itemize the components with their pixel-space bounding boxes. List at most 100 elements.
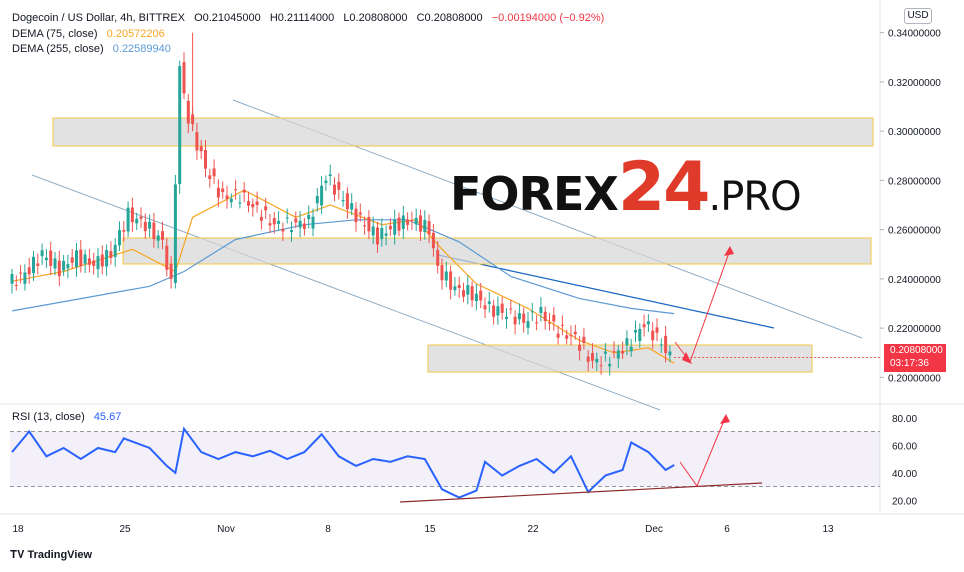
candle-body: [582, 336, 586, 343]
price-tick-label: 0.26000000: [888, 226, 941, 237]
candle-body: [49, 250, 53, 266]
candle-body: [79, 249, 83, 266]
candle-body: [440, 265, 444, 281]
candle-body: [388, 225, 392, 230]
rsi-tick-label: 80.00: [892, 414, 917, 425]
candle-body: [100, 254, 104, 267]
candle-body: [315, 195, 319, 204]
candle-body: [427, 221, 431, 235]
candle-body: [526, 321, 530, 328]
candle-body: [410, 219, 414, 221]
symbol-header: Dogecoin / US Dollar, 4h, BITTREX O0.210…: [12, 12, 610, 24]
price-zone: [52, 117, 874, 147]
candle-body: [105, 250, 109, 267]
candle-body: [27, 267, 31, 275]
price-tick-label: 0.28000000: [888, 176, 941, 187]
close-value: C0.20808000: [416, 12, 483, 24]
candle-body: [603, 351, 607, 354]
candle-body: [83, 254, 87, 264]
candle-body: [419, 215, 422, 232]
candle-body: [44, 257, 48, 261]
candle-body: [487, 301, 491, 304]
candle-body: [436, 249, 440, 266]
open-value: O0.21045000: [194, 12, 261, 24]
candle-body: [19, 272, 23, 274]
price-zone: [122, 237, 872, 265]
candle-body: [517, 313, 521, 320]
candle-body: [109, 251, 113, 258]
rsi-label: RSI (13, close): [12, 411, 85, 423]
arrow-head-icon: [720, 414, 730, 424]
candle-body: [560, 324, 564, 326]
change-value: −0.00194000 (−0.92%): [491, 12, 605, 24]
candle-body: [341, 200, 345, 202]
candle-body: [229, 198, 233, 203]
candle-body: [143, 221, 147, 232]
time-tick-label: 8: [325, 524, 331, 535]
candle-body: [139, 216, 143, 219]
rsi-legend[interactable]: RSI (13, close) 45.67: [12, 411, 127, 423]
candle-body: [62, 260, 66, 271]
candle-body: [591, 353, 594, 361]
candle-body: [264, 206, 268, 211]
candle-body: [126, 207, 130, 232]
candle-body: [350, 203, 354, 210]
time-tick-label: 13: [822, 524, 834, 535]
tradingview-logo[interactable]: 𝐓𝐕 TradingView: [10, 549, 92, 562]
candle-body: [625, 338, 629, 346]
candle-body: [539, 306, 543, 314]
candle-body: [638, 328, 642, 342]
candle-body: [238, 202, 242, 204]
rsi-line: [11, 426, 675, 499]
candle-body: [324, 180, 328, 184]
candle-body: [586, 356, 590, 362]
candle-body: [462, 290, 465, 297]
dema255-legend[interactable]: DEMA (255, close) 0.22589940: [12, 43, 177, 55]
dema75-legend[interactable]: DEMA (75, close) 0.20572206: [12, 28, 171, 40]
candle-body: [259, 216, 263, 221]
candle-body: [513, 316, 517, 325]
candle-body: [87, 258, 91, 265]
last-price-label: 0.20808000 03:17:36: [884, 344, 946, 372]
resistance-trendline: [437, 254, 775, 329]
dema75-value: 0.20572206: [106, 28, 165, 40]
candle-body: [328, 174, 332, 177]
tradingview-brand: TradingView: [27, 549, 93, 561]
candle-body: [354, 208, 358, 223]
time-tick-label: 22: [527, 524, 539, 535]
candle-body: [118, 230, 121, 246]
time-tick-label: Dec: [645, 524, 663, 535]
candle-body: [225, 195, 229, 199]
candle-body: [621, 351, 625, 354]
candle-body: [53, 258, 57, 269]
rsi-tick-label: 60.00: [892, 441, 917, 452]
candle-body: [57, 260, 61, 277]
candle-body: [474, 293, 478, 302]
rsi-forecast-arrow: [679, 417, 726, 488]
candle-body: [152, 222, 156, 240]
candle-body: [453, 286, 457, 291]
candle-body: [32, 256, 35, 274]
candle-body: [75, 250, 78, 267]
dema255-value: 0.22589940: [112, 43, 171, 55]
candle-body: [272, 218, 276, 225]
candle-body: [161, 231, 164, 240]
candle-body: [242, 189, 246, 193]
time-tick-label: 6: [724, 524, 730, 535]
candle-body: [285, 217, 289, 219]
candle-body: [173, 184, 177, 283]
candle-body: [578, 344, 582, 351]
candle-body: [668, 351, 672, 356]
candle-body: [505, 316, 508, 320]
candle-body: [423, 219, 427, 233]
candle-body: [431, 232, 435, 249]
candle-body: [642, 324, 646, 328]
candle-body: [522, 313, 526, 323]
currency-button[interactable]: USD: [904, 8, 932, 24]
candle-body: [135, 218, 139, 224]
candle-body: [376, 227, 379, 245]
low-value: L0.20808000: [343, 12, 408, 24]
candle-body: [397, 217, 401, 231]
candle-body: [10, 273, 14, 284]
